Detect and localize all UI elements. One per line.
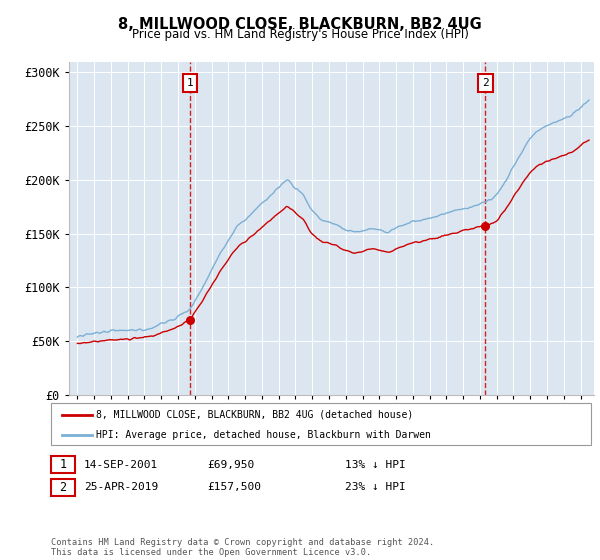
Text: 2: 2 [59, 480, 67, 494]
Text: 13% ↓ HPI: 13% ↓ HPI [345, 460, 406, 470]
Text: £157,500: £157,500 [207, 482, 261, 492]
Text: HPI: Average price, detached house, Blackburn with Darwen: HPI: Average price, detached house, Blac… [96, 430, 431, 440]
Text: 8, MILLWOOD CLOSE, BLACKBURN, BB2 4UG (detached house): 8, MILLWOOD CLOSE, BLACKBURN, BB2 4UG (d… [96, 410, 413, 420]
Text: Price paid vs. HM Land Registry's House Price Index (HPI): Price paid vs. HM Land Registry's House … [131, 28, 469, 41]
Text: £69,950: £69,950 [207, 460, 254, 470]
Text: Contains HM Land Registry data © Crown copyright and database right 2024.
This d: Contains HM Land Registry data © Crown c… [51, 538, 434, 557]
Text: 8, MILLWOOD CLOSE, BLACKBURN, BB2 4UG: 8, MILLWOOD CLOSE, BLACKBURN, BB2 4UG [118, 17, 482, 32]
Text: 2: 2 [482, 78, 488, 88]
Text: 23% ↓ HPI: 23% ↓ HPI [345, 482, 406, 492]
Text: 25-APR-2019: 25-APR-2019 [84, 482, 158, 492]
Text: 1: 1 [187, 78, 193, 88]
Text: 14-SEP-2001: 14-SEP-2001 [84, 460, 158, 470]
Text: 1: 1 [59, 458, 67, 472]
